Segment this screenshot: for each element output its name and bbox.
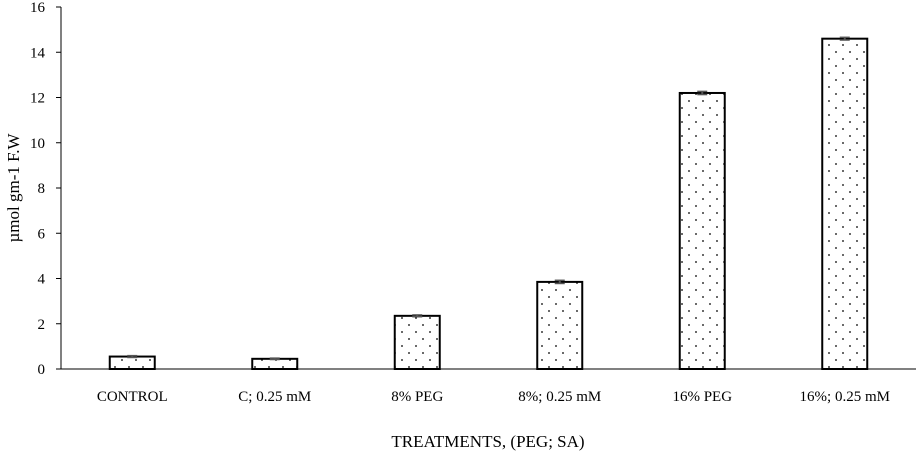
y-tick-label: 10: [30, 136, 45, 152]
x-tick-label: 16%; 0.25 mM: [800, 389, 890, 405]
y-tick-label: 12: [30, 91, 45, 107]
y-axis-title: µmol gm-1 F.W: [4, 133, 23, 243]
bar: [251, 357, 299, 371]
x-axis-title: TREATMENTS, (PEG; SA): [391, 432, 584, 451]
y-tick-label: 16: [30, 0, 46, 16]
y-tick-label: 0: [38, 362, 46, 378]
y-tick-label: 8: [38, 181, 46, 197]
bar: [678, 91, 726, 370]
bar: [536, 280, 584, 370]
y-axis-ticks: 0 2 4 6 8 10 12 14 16: [30, 0, 61, 378]
x-axis-ticks: CONTROL C; 0.25 mM 8% PEG 8%; 0.25 mM 16% PE…: [97, 389, 890, 405]
y-tick-label: 14: [30, 45, 46, 61]
bar: [108, 355, 156, 370]
bars-group: [108, 36, 869, 371]
y-tick-label: 6: [38, 226, 46, 242]
x-tick-label: 8% PEG: [391, 389, 443, 405]
y-tick-label: 2: [38, 317, 46, 333]
x-tick-label: 16% PEG: [672, 389, 732, 405]
x-tick-label: C; 0.25 mM: [238, 389, 311, 405]
y-tick-label: 4: [38, 272, 46, 288]
bar: [393, 314, 441, 370]
x-tick-label: CONTROL: [97, 389, 168, 405]
x-tick-label: 8%; 0.25 mM: [518, 389, 601, 405]
bar: [821, 37, 869, 371]
